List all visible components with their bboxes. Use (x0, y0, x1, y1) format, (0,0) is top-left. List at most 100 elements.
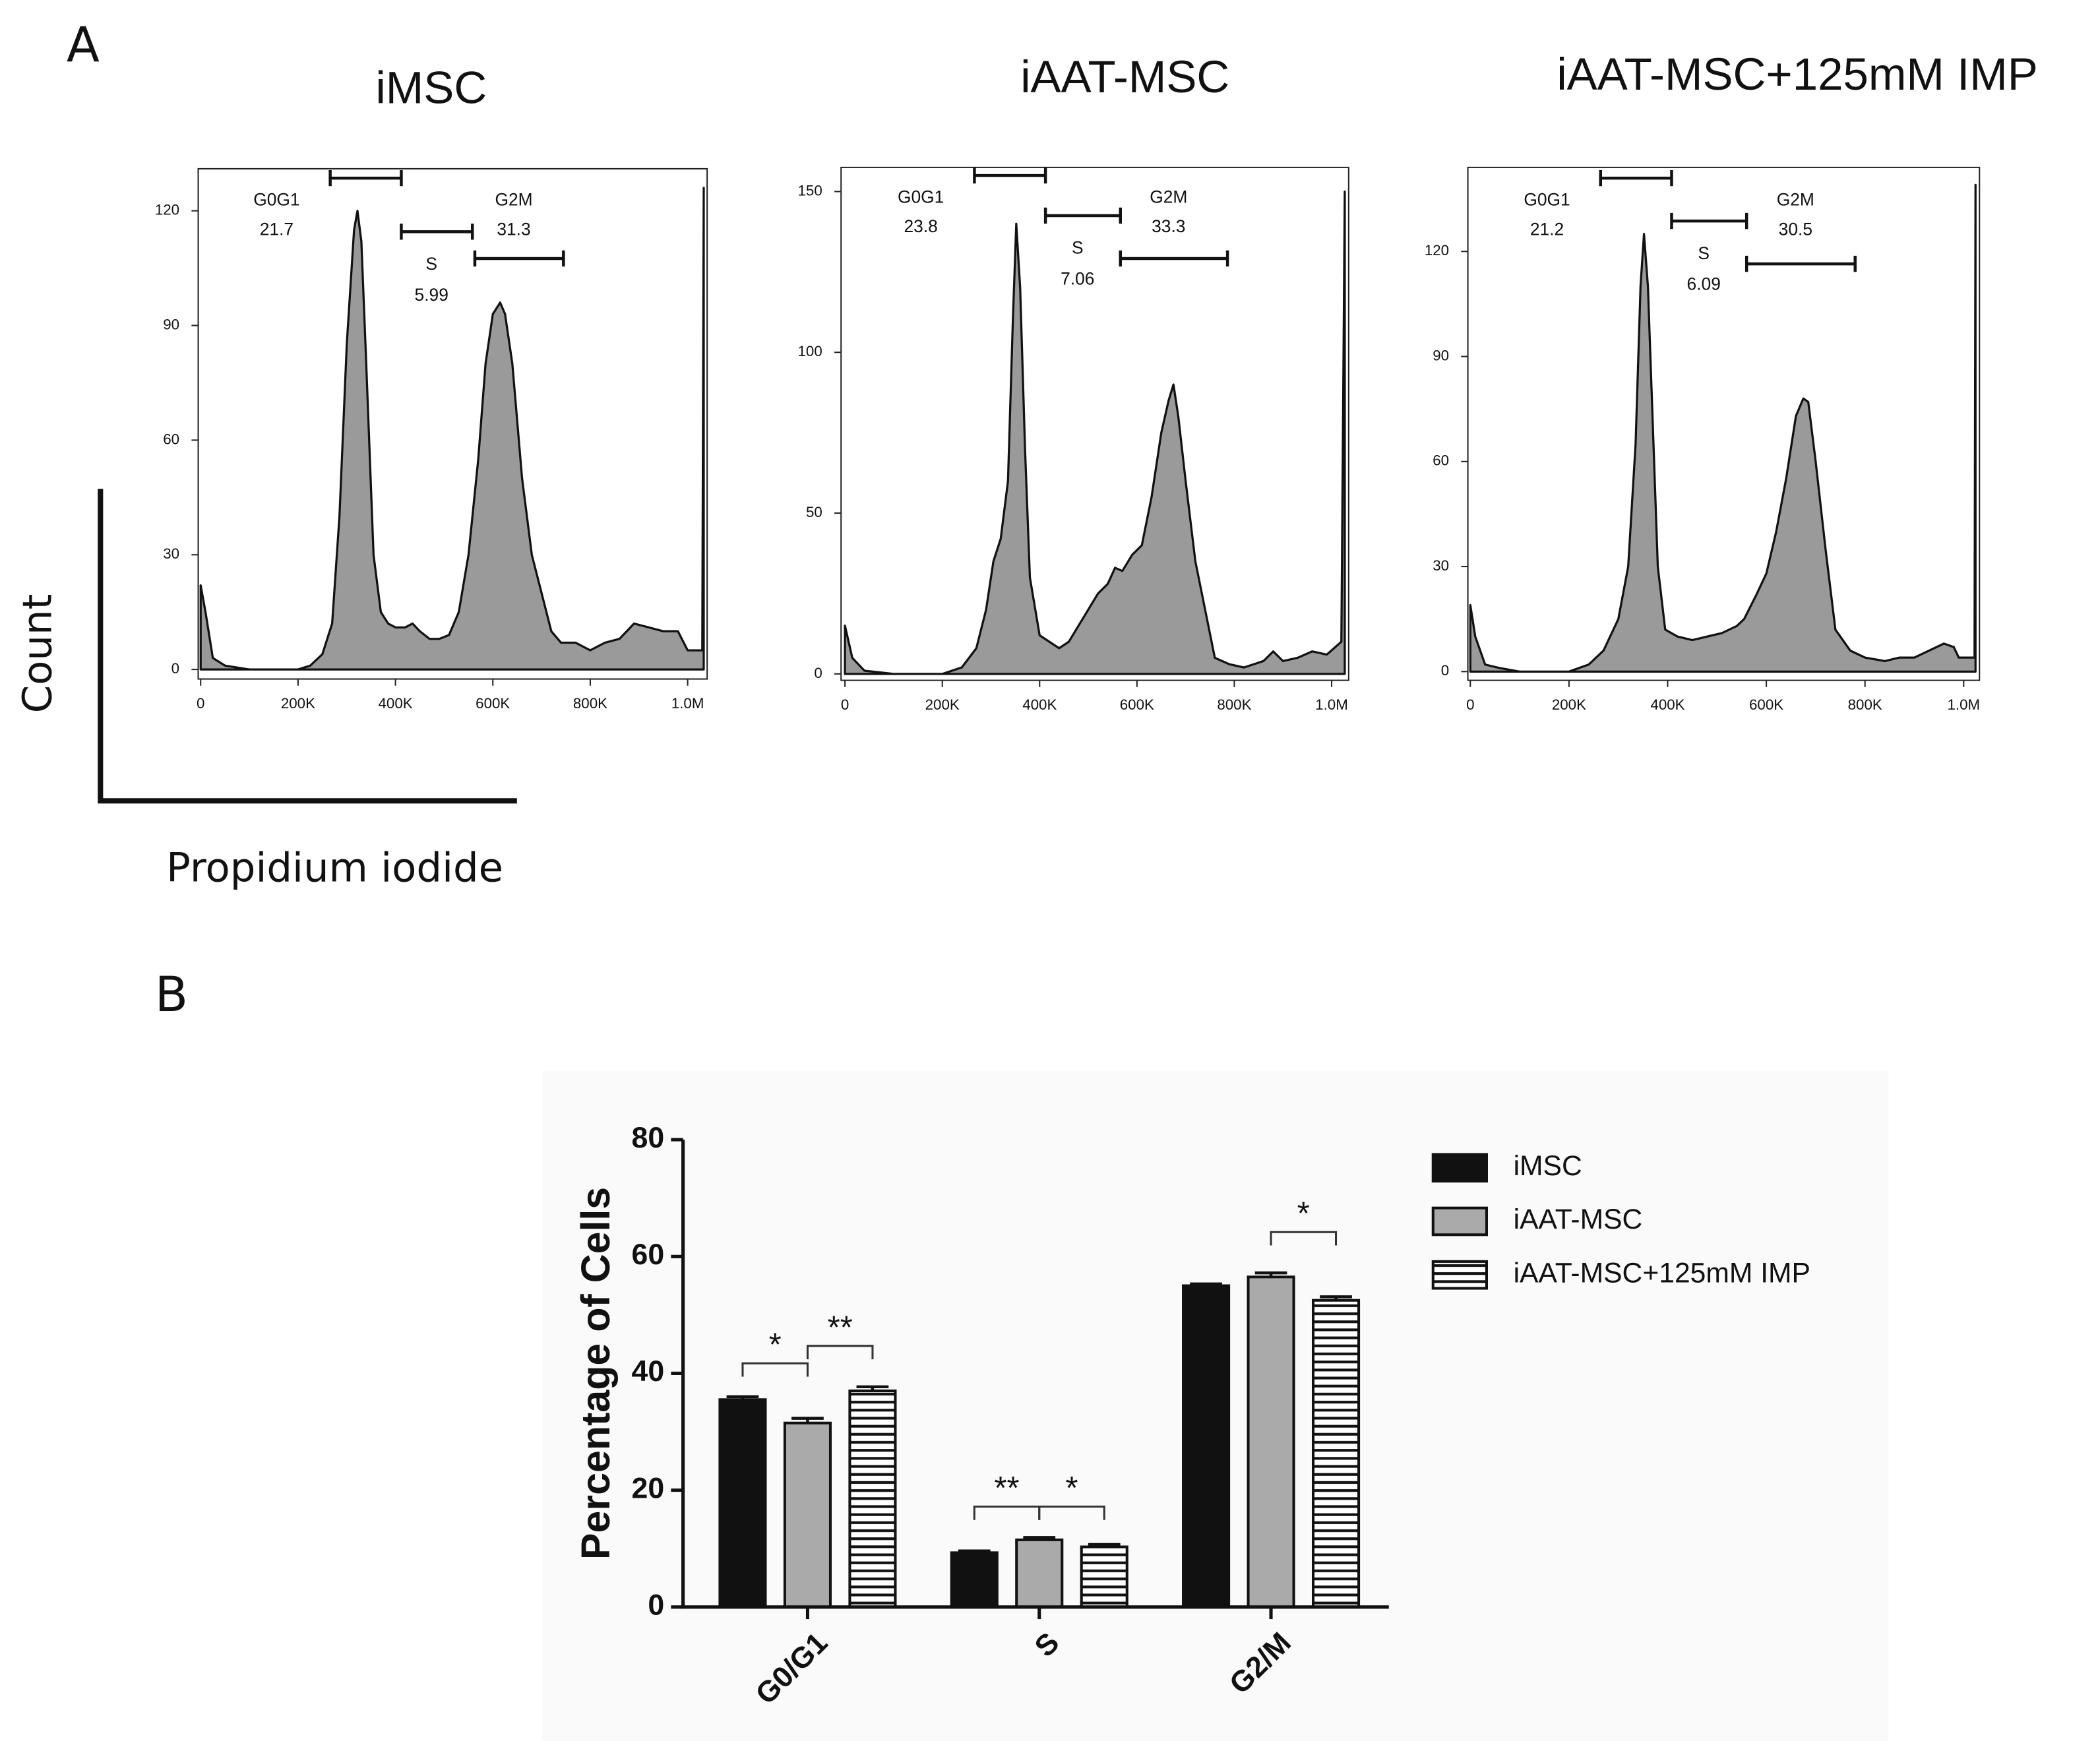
chart-title: iMSC (375, 61, 487, 113)
error-bar (1320, 1295, 1352, 1301)
gate-value: 31.3 (497, 219, 530, 239)
y-tick-label: 60 (632, 1239, 665, 1271)
y-tick-label: 30 (1433, 557, 1449, 574)
x-tick-label: 0 (841, 696, 849, 713)
plot-frame (1467, 166, 1981, 681)
error-bar (1023, 1536, 1056, 1540)
gate-bracket (400, 224, 474, 240)
bar (1080, 1545, 1128, 1608)
gate-name: S (425, 254, 437, 274)
significance-label: ** (995, 1471, 1020, 1506)
bar (1182, 1284, 1231, 1608)
y-tick-label: 120 (155, 202, 179, 218)
gate-name: S (1698, 243, 1710, 263)
error-bar (1254, 1271, 1287, 1277)
x-tick-label: 200K (1552, 696, 1586, 713)
axes (681, 1140, 1389, 1609)
x-tick-label: 200K (281, 695, 315, 712)
x-tick-label: 800K (1848, 696, 1882, 713)
gate-value: 23.8 (904, 216, 938, 236)
legend-label: iMSC (1514, 1150, 1582, 1182)
x-tick-label: 800K (573, 695, 607, 712)
x-tick-label: 600K (1749, 696, 1783, 713)
significance-bracket (741, 1362, 809, 1377)
gate-value: 30.5 (1779, 219, 1812, 239)
y-tick-label: 50 (806, 504, 822, 520)
chart-title: iAAT-MSC+125mM IMP (1557, 48, 2037, 100)
x-tick-label: 1.0M (1315, 696, 1348, 713)
gate-name: G2M (1777, 190, 1814, 210)
axis-key-y: Count (15, 594, 61, 714)
y-tick-label: 30 (163, 545, 179, 562)
y-tick-label: 0 (1441, 662, 1449, 679)
x-tick-label: 400K (379, 695, 413, 712)
y-tick-label: 60 (1433, 452, 1449, 469)
bar (848, 1389, 897, 1608)
x-tick-label: 400K (1022, 696, 1057, 713)
bar (1311, 1299, 1361, 1608)
panel-label: A (67, 17, 100, 73)
x-tick-label: 600K (1120, 696, 1154, 713)
x-tick-label: 400K (1650, 696, 1684, 713)
panel-label: B (155, 967, 188, 1023)
bar (1247, 1275, 1295, 1608)
y-axis-label: Percentage of Cells (573, 1187, 618, 1560)
error-bar (726, 1395, 759, 1400)
bar (1015, 1538, 1064, 1608)
error-bar (1190, 1282, 1222, 1286)
gate-bracket (1670, 212, 1748, 230)
gate-name: G2M (1150, 187, 1187, 207)
x-tick-label: 1.0M (1947, 696, 1980, 713)
gate-bracket (973, 167, 1047, 184)
y-tick-label: 40 (632, 1355, 665, 1388)
gate-bracket (473, 250, 565, 267)
axis-key-x: Propidium iodide (166, 845, 503, 892)
gate-name: G0G1 (898, 187, 944, 207)
y-tick-label: 90 (163, 316, 179, 332)
legend-swatch (1431, 1260, 1489, 1290)
significance-bracket (1270, 1231, 1338, 1246)
error-bar (856, 1385, 889, 1392)
y-tick-label: 0 (171, 660, 179, 677)
gate-value: 5.99 (415, 285, 448, 305)
legend-label: iAAT-MSC+125mM IMP (1514, 1257, 1810, 1289)
gate-bracket (1745, 255, 1857, 272)
gate-name: G0G1 (253, 190, 299, 210)
gate-bracket (1599, 169, 1673, 187)
significance-bracket (1038, 1505, 1105, 1520)
bar (783, 1421, 832, 1608)
gate-name: G2M (495, 190, 532, 210)
legend-label: iAAT-MSC (1514, 1204, 1643, 1235)
significance-label: ** (828, 1310, 853, 1345)
significance-label: * (1297, 1196, 1310, 1232)
legend-swatch (1431, 1206, 1489, 1237)
histogram-area (199, 187, 705, 671)
bar (718, 1398, 767, 1608)
y-tick-label: 150 (798, 182, 822, 199)
chart-title: iAAT-MSC (1020, 51, 1229, 102)
gate-name: S (1072, 238, 1084, 258)
significance-bracket (806, 1345, 874, 1360)
y-tick-label: 120 (1425, 242, 1449, 259)
error-bar (958, 1549, 991, 1553)
plot-frame (840, 166, 1349, 681)
gate-value: 21.7 (260, 219, 293, 239)
error-bar (791, 1417, 824, 1423)
gate-value: 7.06 (1061, 268, 1094, 288)
plot-frame (197, 168, 708, 680)
x-tick-label: 600K (476, 695, 510, 712)
gate-name: G0G1 (1524, 190, 1570, 210)
legend-swatch (1431, 1153, 1489, 1183)
gate-value: 6.09 (1687, 274, 1721, 294)
y-tick-label: 60 (163, 431, 179, 447)
significance-label: * (1066, 1471, 1078, 1506)
x-tick-label: 200K (925, 696, 960, 713)
x-tick-label: 800K (1217, 696, 1251, 713)
x-tick-label: 1.0M (671, 695, 704, 712)
gate-value: 33.3 (1152, 216, 1185, 236)
y-tick-label: 20 (632, 1472, 665, 1504)
x-tick-label: 0 (197, 695, 204, 712)
bar (950, 1551, 999, 1608)
y-tick-label: 0 (814, 665, 822, 681)
